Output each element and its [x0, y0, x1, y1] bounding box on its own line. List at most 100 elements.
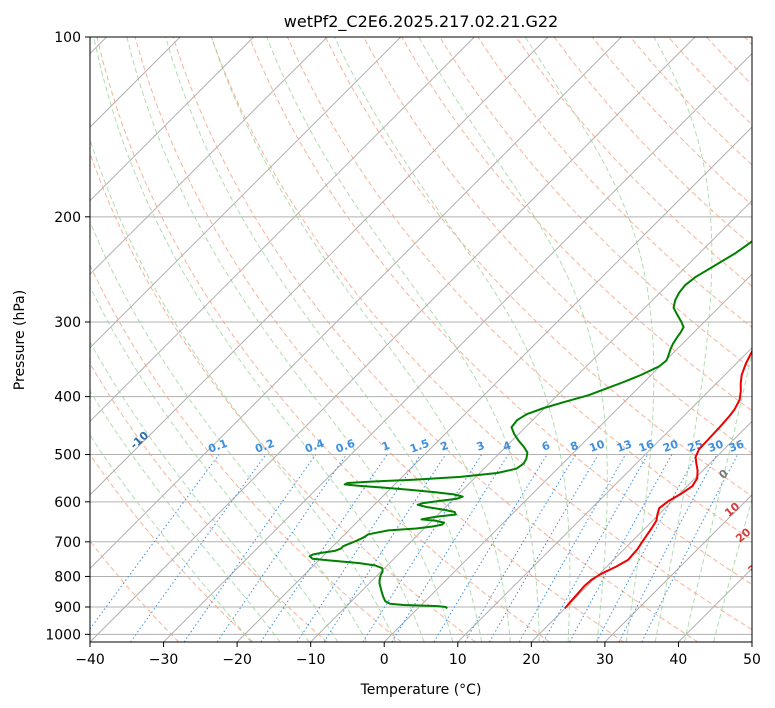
x-tick-label: −40: [75, 652, 105, 668]
isotherm-line: [90, 37, 402, 349]
dry-adiabat: [706, 37, 752, 86]
dry-adiabat: [668, 37, 752, 126]
mixing-ratio-line: [130, 454, 267, 642]
y-tick-label: 600: [54, 495, 81, 511]
moist-adiabat: [653, 37, 713, 642]
isotherm-line: [236, 126, 752, 642]
isotherm-line: [90, 37, 255, 202]
mixing-ratio-label: 8: [569, 439, 581, 454]
mixing-ratio-label: 0.2: [253, 437, 276, 456]
dry-adiabat: [248, 37, 752, 586]
moist-adiabat-label: 10: [722, 500, 742, 520]
dry-adiabat: [90, 453, 254, 642]
moist-adiabat: [211, 37, 511, 642]
mixing-ratio-label: 1: [380, 439, 392, 454]
moist-adiabat: [683, 350, 752, 642]
x-tick-label: 40: [670, 652, 688, 668]
x-axis-label: Temperature (°C): [360, 682, 482, 698]
x-tick-label: 20: [522, 652, 540, 668]
moist-adiabat-label: 30: [746, 557, 766, 577]
isotherm-line: [383, 273, 752, 642]
moist-adiabat: [93, 37, 425, 642]
mixing-ratio-line: [296, 454, 422, 642]
moist-adiabat: [90, 220, 368, 642]
moist-adiabat: [126, 37, 454, 642]
mixing-ratio-label: 2: [439, 439, 451, 454]
isotherm-line: [678, 567, 752, 642]
temperature-profile: [564, 349, 752, 610]
dry-adiabat: [90, 540, 180, 642]
y-tick-label: 900: [54, 600, 81, 616]
dry-adiabat: [401, 37, 752, 412]
isotherm-line: [90, 37, 622, 570]
dry-adiabat: [744, 37, 752, 46]
isotherm-line: [90, 37, 328, 275]
y-axis-label: Pressure (hPa): [12, 290, 28, 390]
mixing-ratio-label: 1.5: [408, 437, 431, 456]
moist-adiabat-label: 20: [733, 525, 753, 545]
x-tick-label: −30: [149, 652, 179, 668]
dry-adiabat: [90, 264, 402, 642]
x-tick-label: 30: [596, 652, 614, 668]
plot-frame: [89, 36, 753, 643]
mixing-ratio-line: [260, 454, 388, 642]
x-tick-label: 50: [743, 652, 761, 668]
moist-adiabat: [90, 434, 252, 642]
y-tick-label: 300: [54, 315, 81, 331]
isotherm-line: [751, 641, 752, 642]
mixing-ratio-label: 13: [615, 438, 634, 455]
moist-adiabat: [333, 37, 571, 642]
moist-adiabat: [90, 340, 310, 642]
dry-adiabat: [172, 37, 699, 642]
mixing-ratio-label: 4: [501, 439, 513, 454]
dry-adiabat: [210, 37, 752, 631]
y-tick-label: 800: [54, 569, 81, 585]
moist-adiabat: [524, 37, 655, 642]
moist-adiabat: [713, 497, 752, 642]
y-tick-label: 1000: [45, 627, 81, 643]
dewpoint-profile: [308, 240, 752, 610]
y-tick-label: 500: [54, 448, 81, 464]
mixing-ratio-label: 30: [706, 437, 725, 455]
mixing-ratio-line: [518, 454, 626, 642]
y-tick-label: 200: [54, 210, 81, 226]
mixing-ratio-line: [323, 454, 447, 642]
mixing-ratio-label: 20: [661, 437, 680, 455]
moist-adiabat: [90, 138, 396, 642]
isotherm-line: [604, 494, 752, 642]
moist-adiabat: [165, 37, 483, 642]
x-tick-label: −10: [296, 652, 326, 668]
mixing-ratio-line: [183, 454, 317, 642]
dry-adiabat: [325, 37, 752, 497]
mixing-ratio-line: [362, 454, 483, 642]
mixing-ratio-line: [464, 454, 577, 642]
moist-adiabat: [418, 37, 608, 642]
mixing-ratio-label: 36: [727, 437, 746, 455]
isotherm-line: [90, 37, 549, 496]
mixing-ratio-label: 25: [686, 438, 705, 455]
dry-adiabat: [90, 362, 328, 642]
isotherm-line: [310, 199, 752, 642]
mixing-ratio-line: [569, 454, 673, 642]
chart-title: wetPf2_C2E6.2025.217.02.21.G22: [284, 12, 558, 32]
mixing-ratio-line: [596, 454, 697, 642]
dry-adiabat-label: -10: [128, 429, 152, 452]
isotherm-line: [457, 347, 752, 642]
moist-adiabat: [90, 285, 339, 642]
dry-adiabat: [134, 37, 625, 642]
y-tick-label: 700: [54, 535, 81, 551]
mixing-ratio-label: 10: [588, 437, 607, 455]
mixing-ratio-label: 0.1: [207, 437, 230, 456]
dry-adiabat: [286, 37, 752, 541]
dry-adiabat: [477, 37, 752, 328]
dry-adiabat: [515, 37, 752, 287]
x-tick-label: 0: [380, 652, 389, 668]
y-tick-label: 400: [54, 390, 81, 406]
moist-adiabat-label: 0: [717, 467, 731, 482]
isotherm-line: [90, 37, 475, 423]
mixing-ratio-label: 0.6: [334, 437, 357, 456]
isotherm-line: [530, 420, 752, 642]
isotherm-line: [90, 37, 696, 642]
dry-adiabat: [591, 37, 752, 206]
